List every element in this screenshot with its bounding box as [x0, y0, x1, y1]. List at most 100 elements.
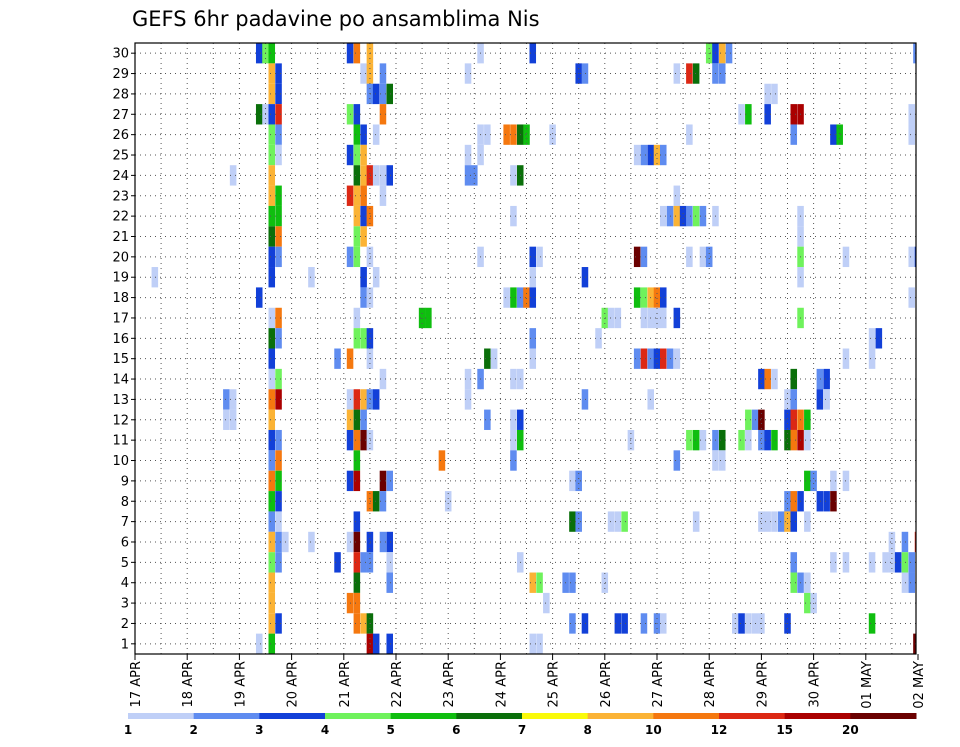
heatmap-cell	[268, 83, 276, 105]
heatmap-cell	[745, 613, 752, 634]
heatmap-cell	[268, 592, 276, 614]
heatmap-cell	[823, 389, 830, 410]
x-tick-label: 26 APR	[599, 661, 614, 707]
y-tick-label: 22	[112, 210, 129, 225]
heatmap-cell	[686, 205, 693, 227]
heatmap-cell	[686, 429, 693, 451]
heatmap-cell	[464, 368, 472, 390]
heatmap-cell	[268, 613, 276, 634]
x-tick-label: 23 APR	[442, 661, 457, 707]
x-tick-label: 17 APR	[129, 661, 144, 707]
heatmap-cell	[510, 368, 517, 390]
heatmap-cell	[379, 491, 387, 512]
colorbar-label: 12	[711, 723, 728, 737]
y-tick-label: 27	[112, 108, 129, 123]
heatmap-cell	[268, 450, 276, 471]
heatmap-cell	[738, 104, 745, 125]
heatmap-cell	[771, 83, 778, 105]
heatmap-cell	[569, 613, 576, 634]
heatmap-cell	[771, 368, 778, 390]
heatmap-cell	[836, 124, 843, 145]
colorbar-segment	[390, 713, 457, 719]
heatmap-cell	[275, 328, 282, 349]
heatmap-cell	[268, 205, 276, 227]
heatmap-cell	[653, 144, 661, 166]
heatmap-cell	[275, 491, 282, 512]
heatmap-cell	[366, 429, 374, 451]
x-tick-label: 18 APR	[181, 661, 196, 707]
y-tick-label: 5	[121, 556, 129, 571]
heatmap-cell	[888, 552, 896, 573]
heatmap-cell	[372, 124, 380, 145]
heatmap-cell	[366, 205, 374, 227]
y-tick-label: 8	[121, 495, 129, 510]
heatmap-cell	[621, 613, 628, 634]
heatmap-cell	[790, 104, 798, 125]
heatmap-cell	[804, 470, 811, 492]
heatmap-cell	[679, 205, 687, 227]
colorbar-segment	[784, 713, 851, 719]
heatmap-cell	[151, 267, 159, 288]
y-tick-label: 7	[121, 515, 129, 530]
heatmap-cell	[536, 633, 543, 654]
heatmap-cell	[386, 572, 393, 593]
heatmap-cell	[764, 368, 771, 390]
heatmap-cell	[360, 267, 367, 288]
heatmap-cell	[595, 328, 602, 349]
heatmap-cell	[738, 613, 745, 634]
heatmap-cell	[268, 246, 276, 268]
heatmap-cell	[660, 144, 667, 166]
heatmap-cell	[275, 511, 282, 532]
heatmap-cell	[425, 307, 432, 329]
heatmap-cell	[888, 531, 896, 553]
y-tick-label: 2	[121, 617, 129, 632]
heatmap-cell	[529, 246, 537, 268]
heatmap-cell	[386, 83, 393, 105]
heatmap-cell	[640, 613, 648, 634]
heatmap-cell	[268, 409, 276, 430]
heatmap-cell	[366, 287, 374, 308]
heatmap-cell	[379, 531, 387, 553]
heatmap-cell	[386, 531, 393, 553]
heatmap-cell	[353, 429, 361, 451]
heatmap-cell	[529, 43, 537, 64]
heatmap-cell	[868, 328, 876, 349]
heatmap-cell	[360, 205, 367, 227]
heatmap-cell	[229, 165, 237, 186]
heatmap-cell	[549, 124, 556, 145]
y-tick-label: 17	[112, 311, 129, 326]
heatmap-cell	[790, 572, 798, 593]
heatmap-cell	[268, 491, 276, 512]
heatmap-cell	[830, 470, 837, 492]
heatmap-cell	[830, 491, 837, 512]
heatmap-cell	[908, 124, 915, 145]
heatmap-cell	[275, 124, 282, 145]
heatmap-cell	[444, 491, 452, 512]
heatmap-cell	[484, 124, 491, 145]
heatmap-cell	[673, 450, 681, 471]
y-tick-label: 23	[112, 189, 129, 204]
x-tick-label: 20 APR	[286, 661, 301, 707]
heatmap-cell	[660, 307, 667, 329]
heatmap-cell	[275, 226, 282, 247]
heatmap-cell	[673, 307, 681, 329]
y-tick-label: 28	[112, 87, 129, 102]
colorbar-label: 4	[321, 723, 329, 737]
y-tick-label: 18	[112, 291, 129, 306]
heatmap-cell	[366, 531, 374, 553]
heatmap-cell	[569, 572, 576, 593]
heatmap-cell	[268, 531, 276, 553]
x-tick-label: 24 APR	[494, 661, 509, 707]
heatmap-cell	[268, 104, 276, 125]
heatmap-cell	[353, 165, 361, 186]
heatmap-cell	[275, 450, 282, 471]
heatmap-cell	[868, 348, 876, 369]
heatmap-cell	[360, 226, 367, 247]
heatmap-cell	[810, 470, 817, 492]
heatmap-cell	[353, 572, 361, 593]
heatmap-cell	[901, 552, 909, 573]
heatmap-cell	[353, 144, 361, 166]
heatmap-cell	[366, 246, 374, 268]
y-tick-label: 19	[112, 271, 129, 286]
